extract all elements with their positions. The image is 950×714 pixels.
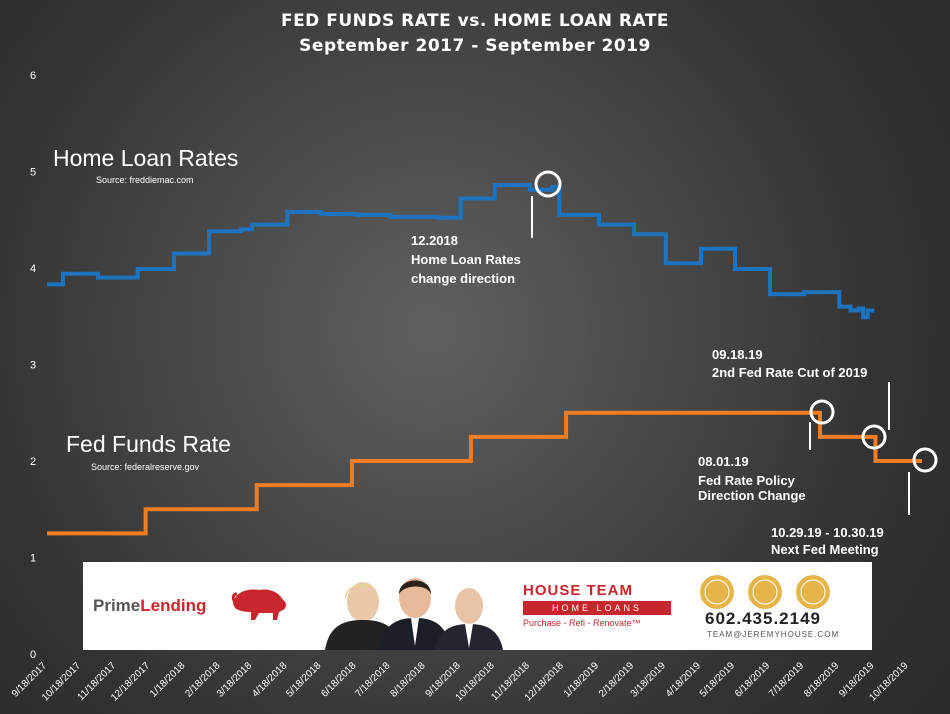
lender-name-a: Prime xyxy=(93,596,141,615)
chart-title: FED FUNDS RATE vs. HOME LOAN RATE xyxy=(281,11,669,31)
x-tick-label: 3/18/2019 xyxy=(629,660,669,700)
fed-funds-source: Source: federalreserve.gov xyxy=(91,462,200,472)
marker-circle-aug2019 xyxy=(809,399,835,425)
annotation-sep2019-line2: 2nd Fed Rate Cut of 2019 xyxy=(712,365,867,380)
annotation-sep2019-line1: 09.18.19 xyxy=(712,347,763,362)
annotation-aug2019: 08.01.19 Fed Rate Policy Direction Chang… xyxy=(698,454,806,503)
x-tick-label: 4/18/2019 xyxy=(664,660,704,700)
annotation-dec2018: 12.2018 Home Loan Rates change direction xyxy=(411,233,521,286)
x-tick-label: 8/18/2019 xyxy=(802,660,842,700)
x-tick-label: 1/18/2019 xyxy=(562,660,602,700)
x-tick-label: 8/18/2018 xyxy=(388,660,428,700)
y-axis-ticks: 0 1 2 3 4 5 6 xyxy=(30,70,36,661)
annotation-dec2018-line1: 12.2018 xyxy=(411,233,458,248)
annotation-oct2019-line2: Next Fed Meeting xyxy=(771,542,879,557)
team-sub: HOME LOANS xyxy=(523,601,671,615)
lender-name-b: Lending xyxy=(140,596,207,615)
x-tick-label: 5/18/2018 xyxy=(284,660,324,700)
primelending-logo: PrimeLending xyxy=(93,596,206,616)
annotation-dec2018-line3: change direction xyxy=(411,271,515,286)
email-address: TEAM@JEREMYHOUSE.COM xyxy=(707,630,840,639)
fed-funds-series-label: Fed Funds Rate xyxy=(66,431,231,457)
y-tick-label: 0 xyxy=(30,649,36,661)
y-tick-label: 5 xyxy=(30,167,36,179)
y-tick-label: 6 xyxy=(30,70,36,82)
annotation-oct2019-line1: 10.29.19 - 10.30.19 xyxy=(771,525,884,540)
marker-circle-dec2018 xyxy=(534,170,562,198)
home-loan-series-label: Home Loan Rates xyxy=(53,145,238,171)
x-axis-ticks: 9/18/201710/18/201711/18/201712/18/20171… xyxy=(10,660,911,703)
y-tick-label: 4 xyxy=(30,263,36,275)
fed-funds-rate-line xyxy=(47,410,922,536)
x-tick-label: 7/18/2018 xyxy=(353,660,393,700)
x-tick-label: 6/18/2018 xyxy=(319,660,359,700)
phone-number: 602.435.2149 xyxy=(705,609,821,628)
house-team-logo: HOUSE TEAM HOME LOANS Purchase - Refi - … xyxy=(523,582,671,628)
marker-circle-sep2019 xyxy=(861,424,887,450)
chart-subtitle: September 2017 - September 2019 xyxy=(299,36,651,56)
bison-logo-icon xyxy=(231,589,286,620)
y-tick-label: 1 xyxy=(30,553,36,565)
marker-circle-oct2019 xyxy=(912,447,938,473)
x-tick-label: 6/18/2019 xyxy=(733,660,773,700)
x-tick-label: 1/18/2018 xyxy=(148,660,188,700)
y-tick-label: 3 xyxy=(30,360,36,372)
home-loan-source: Source: freddiemac.com xyxy=(96,175,194,185)
annotation-aug2019-line3: Direction Change xyxy=(698,488,806,503)
annotation-markers xyxy=(531,170,938,515)
award-badges-icon xyxy=(700,575,830,609)
sponsor-banner: PrimeLending HOUSE TEAM HOME LOANS Purch… xyxy=(83,562,872,650)
annotation-oct2019: 10.29.19 - 10.30.19 Next Fed Meeting xyxy=(771,525,884,557)
team-photo xyxy=(325,578,503,650)
annotation-aug2019-line1: 08.01.19 xyxy=(698,454,749,469)
y-tick-label: 2 xyxy=(30,456,36,468)
annotation-sep2019: 09.18.19 2nd Fed Rate Cut of 2019 xyxy=(712,347,867,380)
x-tick-label: 5/18/2019 xyxy=(698,660,738,700)
annotation-dec2018-line2: Home Loan Rates xyxy=(411,252,521,267)
annotation-aug2019-line2: Fed Rate Policy xyxy=(698,473,796,488)
x-tick-label: 7/18/2019 xyxy=(767,660,807,700)
team-tagline: Purchase - Refi - Renovate™ xyxy=(523,618,641,628)
x-tick-label: 3/18/2018 xyxy=(215,660,255,700)
series-lines xyxy=(47,183,922,536)
x-tick-label: 4/18/2018 xyxy=(250,660,290,700)
team-name: HOUSE TEAM xyxy=(523,582,634,599)
home-loan-rate-line xyxy=(47,183,875,320)
